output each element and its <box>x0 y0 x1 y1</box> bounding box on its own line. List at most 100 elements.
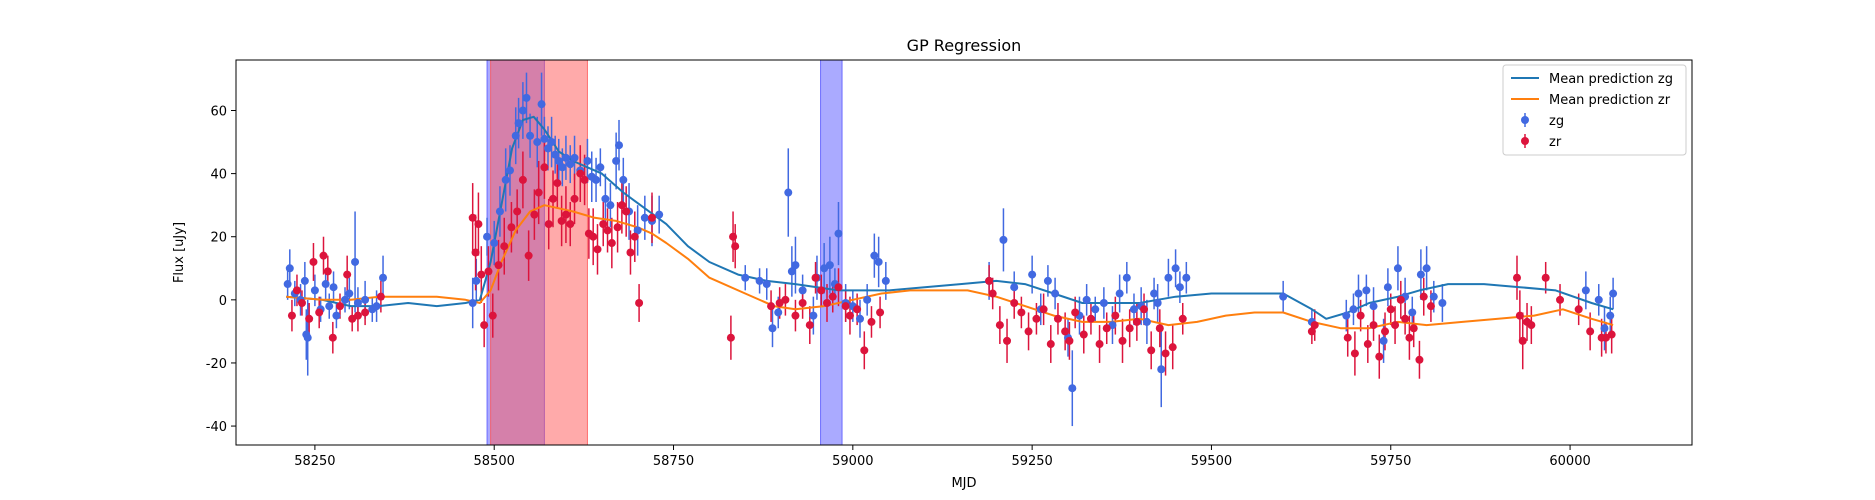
point-zr-96 <box>1147 346 1155 354</box>
point-zg-4 <box>301 277 309 285</box>
point-zr-74 <box>989 290 997 298</box>
point-zr-66 <box>834 283 842 291</box>
point-zr-110 <box>1387 305 1395 313</box>
point-zr-125 <box>1556 296 1564 304</box>
point-zg-40 <box>558 163 566 171</box>
point-zr-24 <box>507 223 515 231</box>
point-zr-0 <box>288 312 296 320</box>
point-zr-121 <box>1519 337 1527 345</box>
y-tick-label-0: 0 <box>219 294 227 309</box>
point-zr-120 <box>1516 312 1524 320</box>
point-zr-10 <box>343 271 351 279</box>
point-zg-22 <box>472 277 480 285</box>
point-zr-54 <box>729 233 737 241</box>
point-zg-26 <box>502 176 510 184</box>
point-zr-106 <box>1364 340 1372 348</box>
point-zr-111 <box>1391 321 1399 329</box>
point-zr-117 <box>1420 293 1428 301</box>
point-zg-56 <box>641 214 649 222</box>
point-zr-39 <box>581 176 589 184</box>
point-zg-106 <box>1182 274 1190 282</box>
legend-swatch-zg <box>1521 116 1529 124</box>
point-zr-91 <box>1111 312 1119 320</box>
point-zr-94 <box>1133 318 1141 326</box>
legend-label-zr: zr <box>1549 135 1562 150</box>
point-zr-118 <box>1427 302 1435 310</box>
point-zr-97 <box>1156 324 1164 332</box>
point-zg-126 <box>1606 312 1614 320</box>
point-zr-92 <box>1119 337 1127 345</box>
point-zg-103 <box>1164 274 1172 282</box>
point-zr-64 <box>823 299 831 307</box>
point-zg-66 <box>791 261 799 269</box>
point-zg-25 <box>496 207 504 215</box>
x-tick-label-59000: 59000 <box>832 454 873 469</box>
point-zg-11 <box>330 283 338 291</box>
point-zr-60 <box>799 299 807 307</box>
point-zg-58 <box>655 211 663 219</box>
point-zg-19 <box>373 302 381 310</box>
point-zg-0 <box>284 280 292 288</box>
point-zg-102 <box>1157 365 1165 373</box>
point-zr-115 <box>1410 324 1418 332</box>
point-zg-122 <box>1438 299 1446 307</box>
point-zg-71 <box>826 261 834 269</box>
point-zg-67 <box>799 286 807 294</box>
point-zr-102 <box>1311 321 1319 329</box>
point-zr-41 <box>589 233 597 241</box>
point-zg-92 <box>1091 305 1099 313</box>
point-zg-64 <box>784 189 792 197</box>
legend-label-mean-prediction-zg: Mean prediction zg <box>1549 72 1673 87</box>
point-zg-127 <box>1609 290 1617 298</box>
point-zr-95 <box>1140 305 1148 313</box>
point-zr-80 <box>1032 315 1040 323</box>
point-zr-9 <box>336 302 344 310</box>
point-zr-90 <box>1103 324 1111 332</box>
point-zr-48 <box>622 207 630 215</box>
point-zg-12 <box>332 312 340 320</box>
point-zr-5 <box>315 308 323 316</box>
point-zg-1 <box>286 264 294 272</box>
x-tick-label-59500: 59500 <box>1191 454 1232 469</box>
point-zr-12 <box>354 312 362 320</box>
point-zr-45 <box>608 239 616 247</box>
point-zg-93 <box>1100 299 1108 307</box>
point-zr-65 <box>829 293 837 301</box>
point-zr-69 <box>853 305 861 313</box>
x-tick-label-58250: 58250 <box>294 454 335 469</box>
point-zg-24 <box>490 239 498 247</box>
point-zr-100 <box>1179 315 1187 323</box>
point-zg-76 <box>856 315 864 323</box>
point-zr-77 <box>1010 299 1018 307</box>
point-zr-130 <box>1608 331 1616 339</box>
point-zg-114 <box>1380 337 1388 345</box>
x-tick-label-60000: 60000 <box>1549 454 1590 469</box>
point-zr-79 <box>1025 327 1033 335</box>
point-zr-30 <box>540 163 548 171</box>
point-zg-118 <box>1408 308 1416 316</box>
point-zg-59 <box>741 274 749 282</box>
point-zg-6 <box>304 334 312 342</box>
point-zr-21 <box>489 312 497 320</box>
point-zg-119 <box>1417 271 1425 279</box>
point-zg-87 <box>1051 290 1059 298</box>
point-zr-85 <box>1065 337 1073 345</box>
point-zg-113 <box>1370 302 1378 310</box>
point-zr-127 <box>1586 327 1594 335</box>
point-zg-109 <box>1342 312 1350 320</box>
point-zg-45 <box>583 157 591 165</box>
point-zr-46 <box>614 223 622 231</box>
point-zg-82 <box>999 236 1007 244</box>
point-zg-31 <box>522 94 530 102</box>
point-zg-51 <box>612 157 620 165</box>
point-zr-53 <box>727 334 735 342</box>
point-zg-73 <box>834 230 842 238</box>
point-zr-6 <box>320 252 328 260</box>
point-zr-112 <box>1397 296 1405 304</box>
point-zr-89 <box>1096 340 1104 348</box>
point-zr-124 <box>1542 274 1550 282</box>
point-zg-20 <box>379 274 387 282</box>
point-zr-14 <box>377 293 385 301</box>
point-zr-42 <box>593 245 601 253</box>
point-zg-47 <box>592 176 600 184</box>
